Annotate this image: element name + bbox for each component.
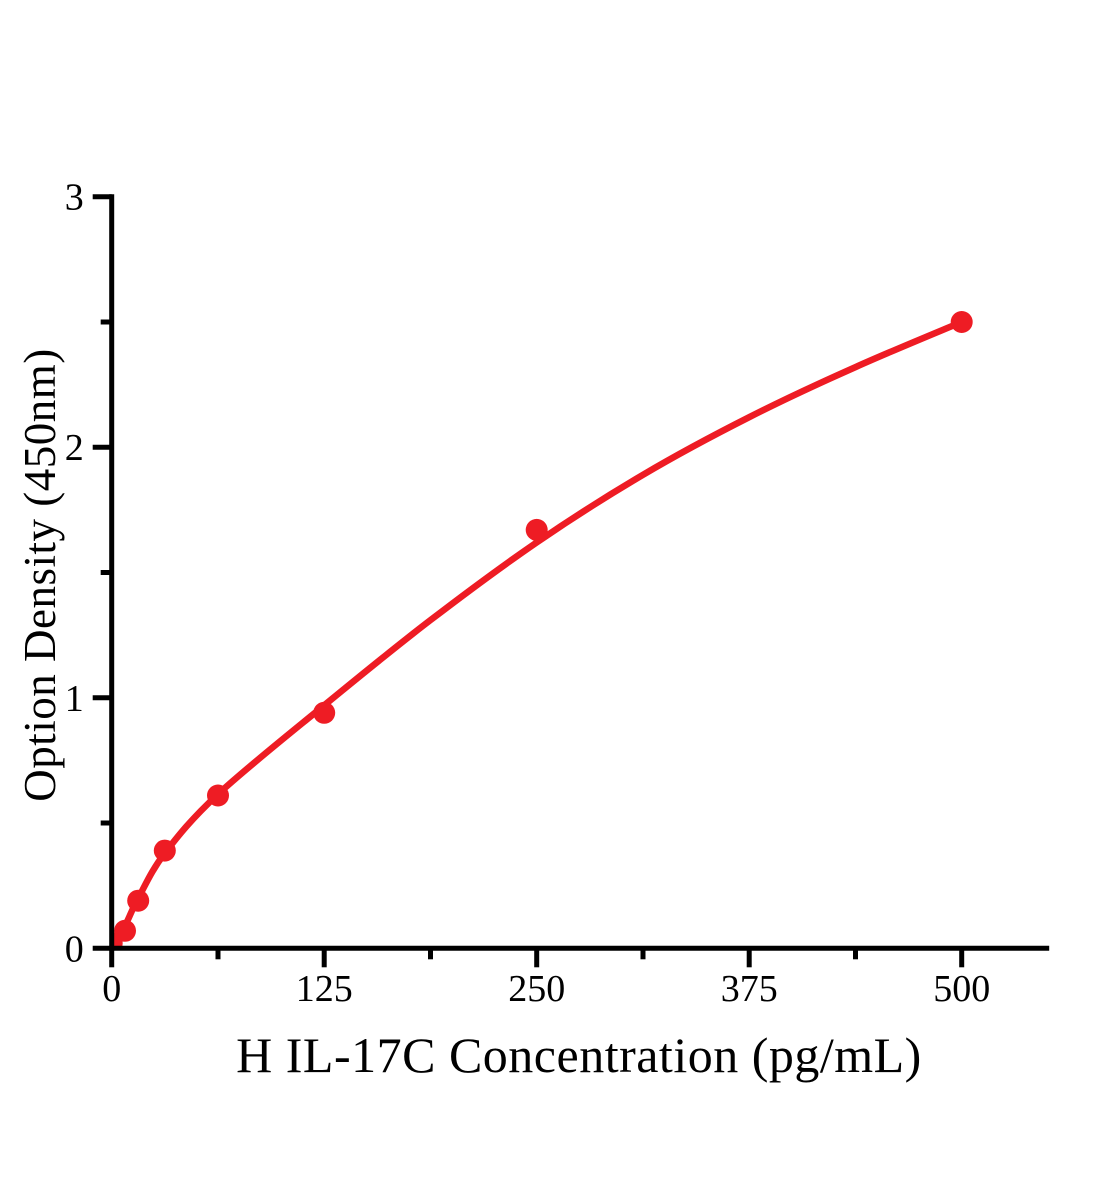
data-point	[153, 839, 176, 862]
x-tick-label: 250	[508, 968, 565, 1010]
x-axis-title: H IL-17C Concentration (pg/mL)	[236, 1027, 922, 1083]
x-tick-label: 0	[102, 968, 121, 1010]
data-point	[207, 784, 229, 807]
series-group	[111, 311, 973, 949]
data-point	[114, 919, 136, 942]
y-tick-label: 3	[65, 177, 84, 219]
y-axis-title: Option Density (450nm)	[15, 348, 65, 802]
x-tick-label: 375	[721, 968, 778, 1010]
x-tick-label: 125	[296, 968, 353, 1010]
y-tick-label: 1	[65, 678, 84, 720]
data-point	[950, 311, 973, 333]
data-point	[525, 518, 548, 541]
data-point	[313, 701, 336, 724]
y-tick-label: 0	[65, 928, 84, 970]
fit-curve	[111, 318, 965, 949]
x-tick-label: 500	[933, 968, 990, 1010]
y-tick-label: 2	[65, 427, 84, 469]
data-point	[127, 889, 150, 912]
